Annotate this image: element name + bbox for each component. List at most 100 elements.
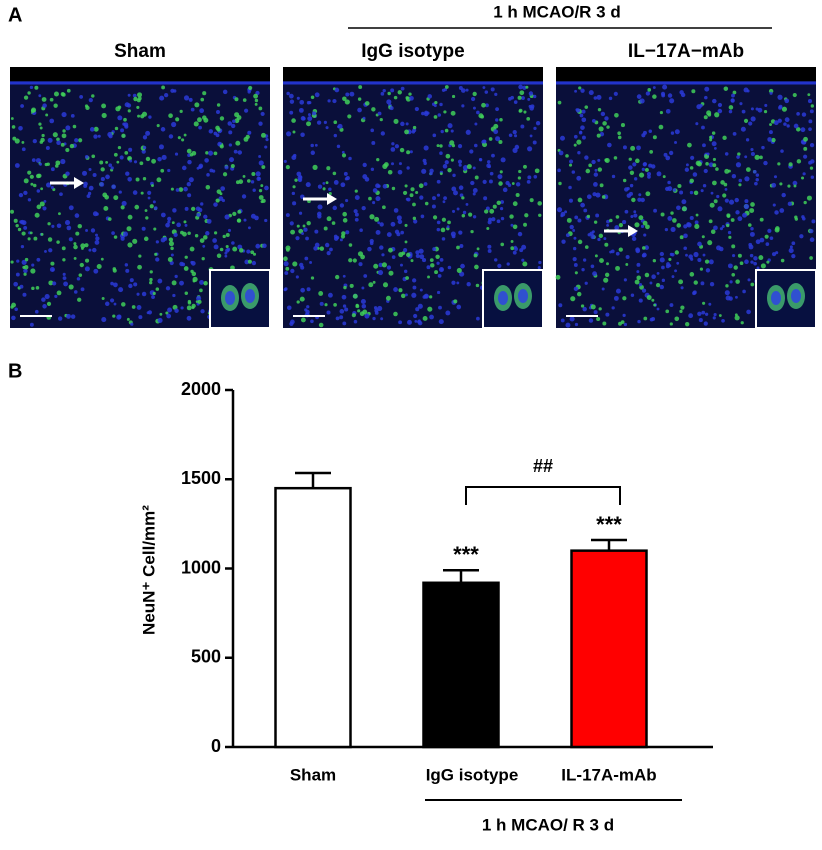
- nucleus: [461, 214, 466, 218]
- nucleus: [158, 144, 164, 150]
- nucleus: [606, 262, 609, 266]
- nucleus: [396, 232, 401, 237]
- nucleus: [291, 191, 296, 196]
- nucleus: [510, 246, 515, 251]
- nucleus: [725, 295, 731, 301]
- nucleus: [470, 180, 475, 186]
- nucleus: [374, 216, 380, 222]
- nucleus: [670, 226, 676, 233]
- nucleus: [463, 168, 467, 172]
- nucleus: [323, 226, 328, 231]
- nucleus: [246, 249, 251, 254]
- nucleus: [493, 258, 498, 262]
- nucleus: [300, 116, 306, 121]
- nucleus: [483, 196, 488, 201]
- nucleus: [747, 278, 751, 282]
- nucleus: [400, 263, 403, 267]
- nucleus: [414, 319, 418, 323]
- nucleus: [578, 86, 582, 90]
- nucleus: [260, 184, 264, 188]
- nucleus: [771, 252, 777, 257]
- nucleus: [756, 266, 760, 270]
- nucleus: [126, 226, 132, 232]
- nucleus: [114, 126, 119, 131]
- nucleus: [645, 224, 650, 230]
- nucleus: [558, 181, 562, 186]
- nucleus: [72, 124, 77, 129]
- nucleus: [597, 158, 601, 162]
- nucleus: [636, 94, 642, 99]
- nucleus: [521, 258, 525, 262]
- nucleus: [639, 172, 645, 178]
- nucleus: [195, 206, 201, 211]
- nucleus: [423, 161, 427, 166]
- nucleus: [283, 256, 288, 262]
- nucleus: [584, 281, 588, 285]
- nucleus: [724, 168, 730, 174]
- nucleus: [499, 170, 503, 174]
- nucleus: [656, 171, 662, 177]
- nucleus: [439, 102, 443, 107]
- nucleus: [436, 193, 441, 197]
- nucleus: [685, 253, 688, 257]
- nucleus: [781, 192, 786, 198]
- nucleus: [326, 251, 331, 256]
- nucleus: [21, 147, 26, 152]
- nucleus: [398, 288, 403, 293]
- nucleus: [149, 281, 153, 285]
- nucleus: [731, 244, 736, 249]
- nucleus: [216, 103, 221, 107]
- nucleus: [251, 260, 257, 266]
- nucleus: [133, 96, 138, 102]
- nucleus: [679, 309, 683, 314]
- nucleus: [636, 270, 640, 274]
- nucleus: [151, 184, 154, 188]
- nucleus: [437, 113, 442, 117]
- nucleus: [631, 197, 636, 203]
- nucleus: [391, 162, 395, 166]
- nucleus: [633, 210, 637, 214]
- nucleus: [300, 132, 305, 138]
- nucleus: [433, 104, 437, 108]
- nucleus: [412, 216, 417, 221]
- nucleus: [604, 116, 609, 121]
- nucleus: [635, 248, 641, 254]
- nucleus: [686, 222, 691, 227]
- nucleus: [389, 106, 394, 111]
- nucleus: [92, 247, 97, 253]
- nucleus: [736, 155, 740, 159]
- nucleus: [205, 231, 210, 236]
- nucleus: [205, 151, 209, 155]
- nucleus: [806, 195, 812, 201]
- nucleus: [393, 311, 398, 317]
- nucleus: [406, 252, 411, 258]
- nucleus: [771, 182, 777, 188]
- nucleus: [710, 229, 716, 234]
- nucleus: [385, 295, 391, 301]
- nucleus: [669, 252, 673, 256]
- nucleus: [800, 127, 806, 133]
- nucleus: [254, 102, 258, 106]
- nucleus: [603, 277, 609, 283]
- nucleus: [32, 138, 37, 144]
- nucleus: [484, 90, 489, 94]
- nucleus: [206, 173, 210, 177]
- nucleus: [376, 157, 380, 162]
- nucleus: [489, 208, 495, 214]
- nucleus: [129, 278, 134, 283]
- nucleus: [179, 280, 184, 286]
- nucleus: [175, 188, 180, 192]
- nucleus: [379, 222, 384, 227]
- nucleus: [84, 243, 89, 248]
- nucleus: [212, 238, 217, 243]
- nucleus: [706, 110, 712, 116]
- nucleus: [85, 105, 90, 111]
- nucleus: [718, 314, 722, 317]
- nucleus: [500, 242, 505, 247]
- nucleus: [598, 233, 604, 239]
- nucleus: [61, 92, 66, 97]
- nucleus: [16, 259, 20, 263]
- nucleus: [127, 214, 133, 220]
- nucleus: [748, 121, 753, 126]
